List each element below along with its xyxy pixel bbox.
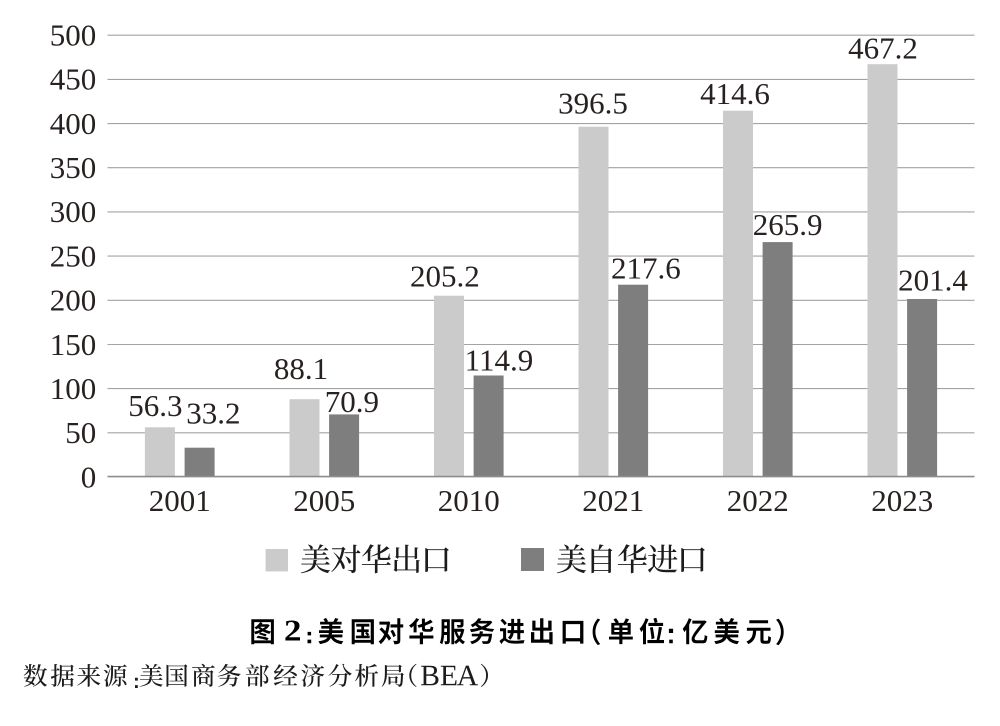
svg-text:265.9: 265.9 (753, 207, 823, 242)
svg-text:2010: 2010 (438, 483, 500, 518)
svg-text:414.6: 414.6 (700, 76, 770, 111)
svg-text:396.5: 396.5 (558, 85, 628, 120)
svg-text:150: 150 (50, 327, 97, 362)
svg-text:100: 100 (50, 371, 97, 406)
svg-text:70.9: 70.9 (325, 384, 379, 419)
svg-text:205.2: 205.2 (410, 258, 480, 293)
svg-text:2022: 2022 (727, 483, 789, 518)
svg-text:400: 400 (50, 106, 97, 141)
svg-text:114.9: 114.9 (465, 342, 534, 377)
svg-text:350: 350 (50, 150, 97, 185)
svg-text:467.2: 467.2 (848, 30, 918, 65)
svg-text:200: 200 (50, 283, 97, 318)
svg-text:2005: 2005 (293, 483, 355, 518)
svg-text:500: 500 (50, 18, 97, 53)
svg-text:88.1: 88.1 (274, 351, 328, 386)
svg-text:2021: 2021 (582, 483, 644, 518)
svg-text:2023: 2023 (871, 483, 933, 518)
svg-text:2001: 2001 (149, 483, 211, 518)
svg-text:201.4: 201.4 (898, 262, 968, 297)
svg-text:0: 0 (81, 459, 97, 494)
svg-text:450: 450 (50, 62, 97, 97)
svg-text:50: 50 (65, 415, 96, 450)
svg-text:33.2: 33.2 (186, 396, 240, 431)
svg-text:300: 300 (50, 194, 97, 229)
svg-text:217.6: 217.6 (611, 251, 681, 286)
svg-text:250: 250 (50, 238, 97, 273)
svg-text:56.3: 56.3 (128, 388, 182, 423)
